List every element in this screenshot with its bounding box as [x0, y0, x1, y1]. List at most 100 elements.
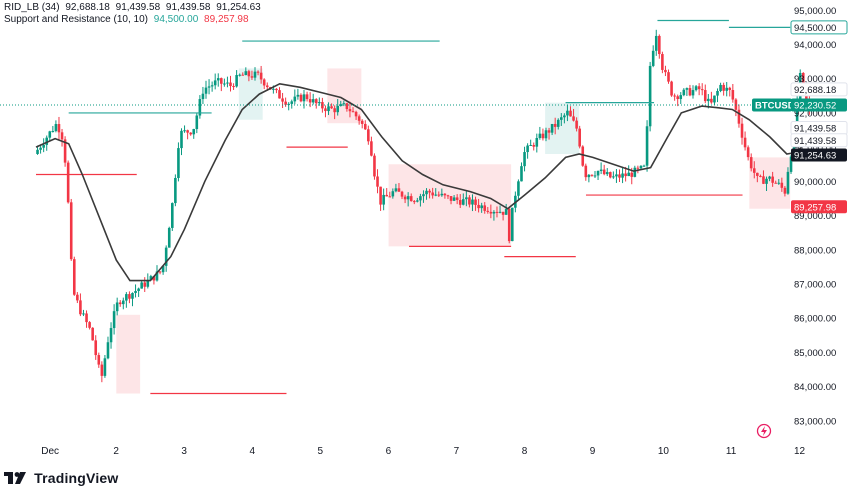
- candle-body: [612, 176, 615, 178]
- candle-body: [510, 207, 514, 242]
- x-tick-label: 10: [658, 446, 670, 457]
- candle-body: [492, 211, 496, 214]
- legend-indicator-2: Support and Resistance (10, 10) 94,500.0…: [4, 14, 249, 26]
- candle-body: [468, 197, 471, 205]
- y-tick-label: 88,000.00: [794, 245, 836, 256]
- candle-body: [710, 98, 713, 103]
- candle-body: [339, 104, 343, 106]
- x-tick-label: 8: [522, 446, 528, 457]
- candle-body: [290, 101, 294, 104]
- candle-body: [700, 89, 704, 91]
- candle-body: [759, 175, 762, 177]
- candle-body: [272, 88, 275, 90]
- y-tick-label: 91,000.00: [794, 143, 836, 154]
- candle-body: [676, 96, 679, 100]
- candle-body: [244, 71, 248, 76]
- candle-body: [354, 111, 358, 117]
- candle-body: [207, 86, 211, 88]
- candle-body: [517, 181, 520, 196]
- candle-body: [526, 145, 529, 153]
- candle-body: [434, 194, 438, 196]
- candle-body: [223, 83, 226, 85]
- candle-body: [146, 279, 150, 287]
- candle-body: [57, 124, 61, 133]
- candle-body: [786, 171, 790, 194]
- candle-body: [486, 210, 490, 212]
- x-tick-label: 7: [454, 446, 460, 457]
- candle-body: [79, 300, 82, 315]
- candle-body: [82, 313, 85, 315]
- candle-body: [633, 167, 637, 177]
- price-tag-bg: [791, 148, 847, 162]
- candle-body: [85, 313, 88, 323]
- legend-indicator-1: RID_LB (34) 92,688.18 91,439.58 91,439.5…: [4, 2, 261, 14]
- price-tag-label: 94,500.00: [794, 23, 836, 34]
- candle-body: [330, 106, 333, 109]
- candle-body: [550, 123, 554, 133]
- candle-body: [250, 76, 254, 78]
- candle-body: [654, 35, 658, 51]
- candle-body: [134, 290, 137, 294]
- candle-body: [149, 276, 153, 280]
- candle-body: [192, 129, 196, 135]
- candle-body: [501, 211, 505, 215]
- candle-body: [679, 95, 683, 100]
- candle-body: [556, 119, 560, 127]
- candle-body: [529, 144, 532, 146]
- candle-body: [140, 282, 143, 289]
- candle-body: [397, 188, 401, 192]
- candle-body: [703, 90, 707, 102]
- candle-body: [762, 176, 765, 184]
- candle-body: [229, 82, 232, 87]
- candle-body: [483, 205, 487, 211]
- candle-body: [171, 203, 174, 228]
- candle-body: [348, 109, 352, 112]
- candle-body: [97, 355, 101, 365]
- price-tag-bg: [791, 98, 847, 112]
- candle-body: [299, 94, 303, 102]
- candle-body: [287, 103, 290, 105]
- price-tag-label: 92,230.52: [794, 101, 836, 112]
- candle-body: [333, 108, 336, 113]
- candle-body: [746, 147, 750, 158]
- candle-body: [318, 102, 321, 104]
- candle-body: [645, 126, 649, 166]
- candle-body: [118, 302, 122, 305]
- moving-average-line: [35, 82, 812, 282]
- candle-body: [373, 155, 376, 177]
- candle-body: [351, 111, 355, 113]
- candle-body: [72, 259, 76, 295]
- candle-body: [412, 201, 416, 203]
- alert-icon-bolt: [761, 426, 767, 436]
- candle-body: [180, 130, 183, 149]
- candle-body: [685, 88, 689, 90]
- price-tag-bg: [790, 20, 848, 35]
- price-tag-label: 92,688.18: [794, 85, 836, 96]
- candle-body: [578, 128, 581, 147]
- price-tag-label: 91,439.58: [794, 136, 836, 147]
- price-tag: 91,439.58: [790, 133, 848, 148]
- candle-body: [471, 199, 474, 205]
- candle-body: [544, 130, 548, 139]
- candle-body: [783, 187, 787, 194]
- candle-body: [296, 94, 300, 97]
- candle-body: [768, 176, 771, 179]
- zone-box: [116, 314, 141, 394]
- candle-body: [253, 71, 257, 78]
- y-tick-label: 87,000.00: [794, 280, 836, 291]
- candle-body: [256, 71, 260, 73]
- candle-body: [431, 192, 434, 196]
- candle-body: [498, 211, 502, 213]
- candle-body: [523, 152, 526, 167]
- candle-body: [801, 72, 805, 86]
- y-tick-label: 83,000.00: [794, 416, 836, 427]
- candle-body: [54, 124, 58, 132]
- candle-body: [437, 194, 441, 196]
- candle-body: [667, 72, 670, 82]
- x-tick-label: 12: [794, 446, 806, 457]
- candle-body: [357, 116, 361, 121]
- y-tick-label: 89,000.00: [794, 211, 836, 222]
- candle-body: [106, 342, 110, 359]
- alert-icon-ring: [756, 423, 772, 439]
